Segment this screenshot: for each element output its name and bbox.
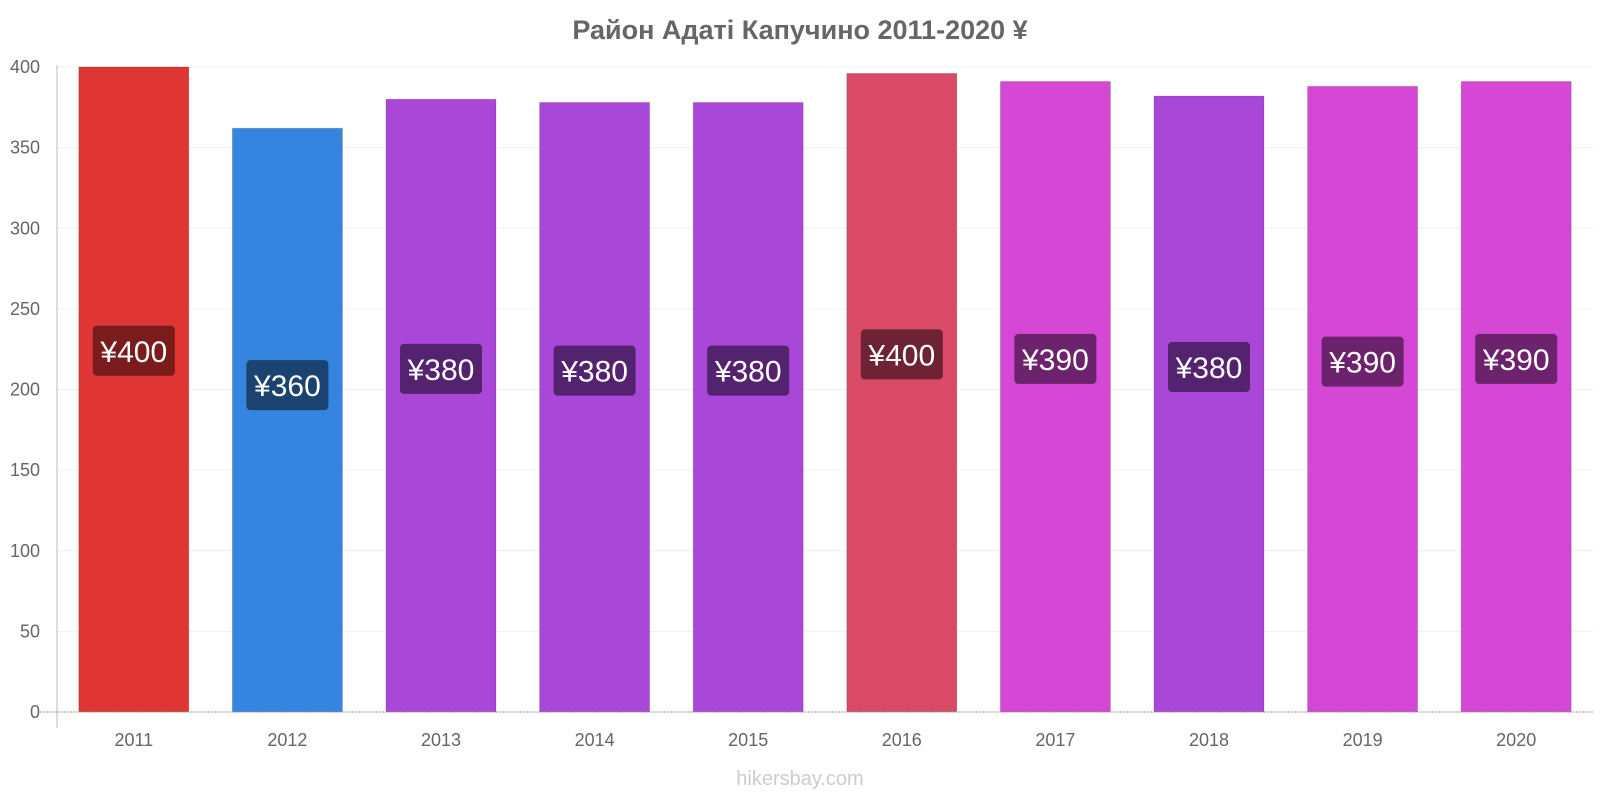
data-label-box — [92, 325, 175, 376]
y-tick-label: 200 — [10, 380, 40, 400]
x-tick-label: 2014 — [575, 730, 615, 750]
x-tick-label: 2011 — [114, 730, 153, 750]
bar-2016 — [846, 72, 958, 713]
data-label-box — [246, 360, 329, 411]
data-label: ¥380 — [1175, 352, 1243, 385]
x-tick-label: 2015 — [728, 730, 768, 750]
x-tick-label: 2020 — [1496, 730, 1536, 750]
chart-title: Район Адаті Капучино 2011-2020 ¥ — [572, 15, 1028, 45]
data-label: ¥400 — [99, 336, 167, 369]
bar-2017 — [999, 81, 1111, 713]
watermark-text: hikersbay.com — [736, 768, 864, 790]
y-tick-label: 350 — [10, 138, 40, 158]
data-label-box — [1475, 333, 1558, 384]
x-tick-label: 2019 — [1343, 730, 1383, 750]
bar-2018 — [1153, 95, 1265, 713]
x-tick-label: 2017 — [1035, 730, 1075, 750]
x-tick-labels: 2011 2012 2013 2014 2015 2016 2017 2018 2019 2020 — [114, 730, 1536, 750]
data-label: ¥380 — [560, 356, 628, 389]
bar-2013 — [385, 98, 497, 713]
y-tick-labels: 0 50 100 150 200 250 300 350 400 — [10, 57, 40, 722]
x-tick-label: 2016 — [882, 730, 922, 750]
bar-2012 — [231, 127, 343, 713]
y-tick-label: 150 — [10, 460, 40, 480]
data-label: ¥380 — [714, 356, 782, 389]
data-label-box — [553, 345, 636, 396]
data-label: ¥390 — [1328, 347, 1396, 380]
data-labels: ¥400 ¥360 ¥380 ¥380 ¥380 ¥400 ¥390 ¥380 ¥390 ¥390 — [92, 325, 1558, 411]
data-label: ¥380 — [407, 354, 475, 387]
data-label: ¥400 — [867, 339, 935, 372]
data-label-box — [400, 343, 482, 394]
y-tick-label: 50 — [20, 621, 40, 641]
data-label-box — [1168, 342, 1250, 393]
bar-2020 — [1460, 81, 1572, 713]
data-label-box — [1321, 336, 1404, 387]
data-label: ¥390 — [1021, 344, 1089, 377]
x-tick-label: 2018 — [1189, 730, 1229, 750]
bar-2015 — [692, 101, 804, 713]
data-label: ¥390 — [1482, 344, 1550, 377]
y-tick-label: 0 — [30, 702, 40, 722]
bar-2011 — [78, 66, 190, 713]
bars — [78, 66, 1572, 713]
bar-2019 — [1307, 85, 1419, 713]
x-tick-label: 2012 — [267, 730, 307, 750]
data-label-box — [707, 345, 790, 396]
x-tick-label: 2013 — [421, 730, 461, 750]
data-label-box — [1014, 333, 1097, 384]
data-label-box — [860, 329, 943, 380]
y-tick-label: 400 — [10, 57, 40, 77]
y-tick-label: 300 — [10, 218, 40, 238]
y-tick-label: 100 — [10, 541, 40, 561]
bar-2014 — [539, 101, 651, 713]
data-label: ¥360 — [253, 370, 321, 403]
axes — [40, 65, 1593, 728]
y-tick-label: 250 — [10, 299, 40, 319]
